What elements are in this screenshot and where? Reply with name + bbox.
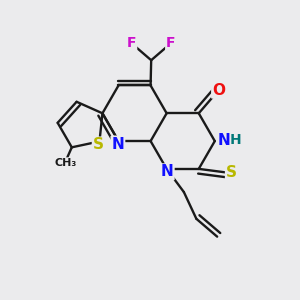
- Text: N: N: [217, 133, 230, 148]
- Text: S: S: [226, 165, 237, 180]
- Text: CH₃: CH₃: [54, 158, 76, 168]
- Text: F: F: [166, 36, 176, 50]
- Text: O: O: [212, 82, 225, 98]
- Text: N: N: [161, 164, 174, 179]
- Text: N: N: [112, 136, 124, 152]
- Text: S: S: [93, 137, 104, 152]
- Text: H: H: [230, 134, 242, 148]
- Text: F: F: [127, 36, 136, 50]
